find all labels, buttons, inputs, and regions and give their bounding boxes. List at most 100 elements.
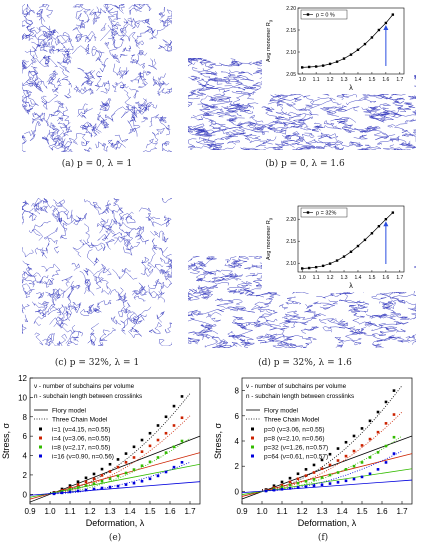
flory-line [29, 481, 201, 496]
data-point [164, 470, 168, 474]
legend-marker [39, 454, 42, 458]
y-tick-label: 4 [235, 437, 240, 446]
inset-point [335, 259, 339, 262]
data-point [116, 465, 120, 469]
network-image-a [22, 4, 172, 152]
data-point [156, 424, 160, 427]
data-point [320, 467, 324, 471]
data-point [368, 456, 372, 459]
legend-label: p = 32% [316, 211, 336, 217]
legend-flory-label: Flory model [264, 408, 299, 415]
data-point [280, 483, 284, 487]
data-point [68, 490, 72, 494]
data-point [124, 452, 128, 455]
inset-point [377, 28, 381, 32]
data-point [296, 477, 300, 481]
y-axis-label: Stress, σ [1, 423, 11, 460]
data-point [392, 435, 396, 439]
data-point [344, 479, 348, 483]
data-point [172, 404, 176, 408]
data-point [132, 468, 136, 471]
data-point [68, 486, 72, 489]
y-tick-label: 4 [23, 452, 28, 461]
data-point [360, 444, 364, 447]
data-point [280, 485, 284, 489]
inset-point [384, 218, 388, 221]
data-point [84, 488, 88, 492]
data-point [304, 485, 308, 488]
x-tick-label: 1.1 [276, 507, 288, 516]
x-tick-label: 1.5 [368, 275, 375, 281]
data-point [376, 430, 380, 434]
data-point [304, 480, 308, 483]
inset-point [342, 255, 346, 258]
inset-point [377, 225, 381, 228]
network-image-b [188, 58, 416, 150]
data-point [384, 461, 388, 464]
data-point [384, 444, 388, 448]
inset-point [335, 60, 339, 63]
x-tick-label: 1.7 [396, 275, 403, 281]
x-tick-label: 1.0 [299, 77, 306, 83]
caption-a: (a) p = 0, λ = 1 [61, 159, 133, 169]
data-point [52, 492, 56, 496]
x-tick-label: 1.4 [336, 507, 348, 516]
data-point [108, 477, 112, 481]
x-tick-label: 0.9 [236, 507, 248, 516]
data-point [352, 434, 356, 438]
inset-d-svg: 1.0 1.1 1.2 1.3 1.4 1.5 1.6 1.7 2.10 2.15 2.20 p = … [266, 205, 405, 290]
y-axis-label: Avg monomer Rg [266, 20, 273, 62]
inset-point [314, 265, 318, 269]
data-point [164, 415, 168, 419]
legend-series-label: p=0 (ν=3.06, n=0.55) [264, 427, 325, 434]
inset-point [314, 65, 318, 68]
data-point [384, 422, 388, 425]
legend-marker [39, 436, 42, 440]
x-tick-label: 0.9 [24, 507, 36, 516]
y-tick-label: 2 [235, 462, 240, 471]
data-point [288, 480, 292, 484]
legend-series-label: p=32 (ν=1.26, n=0.57) [264, 445, 328, 452]
y-tick-label: 10 [18, 393, 27, 402]
polymer-chains [22, 198, 172, 346]
inset-point [384, 21, 388, 25]
data-point [272, 488, 276, 492]
y-tick-label: 2.10 [286, 50, 296, 56]
three-chain-curve [49, 461, 191, 495]
y-axis-label: Avg monomer Rg [266, 218, 273, 260]
legend-chain-label: Three Chain Model [264, 417, 320, 424]
data-point [368, 472, 372, 476]
inset-point [391, 13, 395, 16]
data-point [312, 484, 316, 488]
data-point [76, 480, 80, 484]
data-point [392, 389, 396, 392]
data-point [328, 463, 332, 467]
data-point [368, 437, 372, 441]
data-point [180, 416, 184, 420]
data-point [280, 487, 284, 491]
x-tick-label: 1.7 [396, 507, 408, 516]
x-tick-label: 1.5 [144, 507, 156, 516]
y-tick-label: 6 [235, 412, 240, 421]
data-point [320, 483, 324, 487]
data-point [384, 400, 388, 404]
data-point [148, 431, 152, 435]
legend-marker [251, 436, 254, 440]
chart-f: 0.9 1.0 1.1 1.2 1.3 1.4 1.5 1.6 1.7 0 2 4 6 8 ν - numb… [212, 372, 418, 530]
legend-box [300, 9, 348, 20]
legend-marker [39, 427, 42, 431]
x-tick-label: 1.7 [396, 77, 403, 83]
data-point [272, 484, 276, 488]
data-point [100, 479, 104, 483]
data-point [84, 480, 88, 484]
legend-series-label: i=1 (ν=4.15, n=0.55) [52, 427, 110, 434]
x-tick-label: 1.3 [316, 507, 328, 516]
arrow-head [383, 221, 389, 227]
x-tick-label: 1.6 [164, 507, 176, 516]
data-point [76, 489, 80, 493]
x-tick-label: 1.2 [84, 507, 96, 516]
data-point [100, 486, 104, 490]
inset-point [300, 267, 304, 270]
data-point [116, 458, 120, 461]
chart-f-svg: 0.9 1.0 1.1 1.2 1.3 1.4 1.5 1.6 1.7 0 2 4 6 8 ν - numb… [213, 377, 413, 528]
